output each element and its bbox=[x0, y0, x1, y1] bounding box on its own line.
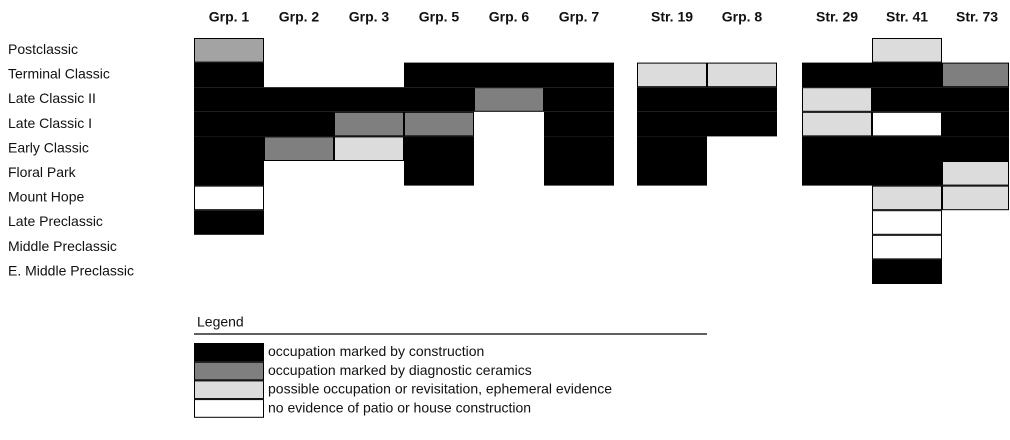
cell bbox=[544, 161, 614, 186]
column-header: Grp. 3 bbox=[349, 9, 390, 25]
legend-label: possible occupation or revisitation, eph… bbox=[268, 381, 612, 397]
row-label: Middle Preclassic bbox=[8, 238, 117, 254]
row-label: Mount Hope bbox=[8, 189, 84, 205]
legend-swatch bbox=[194, 361, 264, 381]
cell bbox=[404, 62, 474, 88]
cell bbox=[544, 87, 614, 112]
cell bbox=[637, 111, 707, 137]
cell bbox=[872, 210, 942, 235]
cell bbox=[872, 259, 942, 284]
cell bbox=[264, 87, 334, 112]
cell bbox=[194, 185, 264, 211]
cell bbox=[334, 136, 404, 161]
row-label: Late Classic I bbox=[8, 115, 92, 131]
cell bbox=[334, 87, 404, 112]
legend-swatch bbox=[194, 343, 264, 362]
row-label: Late Preclassic bbox=[8, 213, 103, 229]
cell bbox=[404, 161, 474, 186]
cell bbox=[194, 111, 264, 137]
cell bbox=[872, 185, 942, 211]
cell bbox=[404, 87, 474, 112]
cell bbox=[544, 62, 614, 88]
column-header: Str. 41 bbox=[886, 9, 928, 25]
cell bbox=[707, 87, 777, 112]
cell bbox=[872, 87, 942, 112]
cell bbox=[637, 87, 707, 112]
column-header: Grp. 2 bbox=[279, 9, 320, 25]
column-header: Grp. 1 bbox=[209, 9, 250, 25]
column-header: Str. 73 bbox=[956, 9, 998, 25]
row-label: Postclassic bbox=[8, 41, 78, 57]
cell bbox=[942, 161, 1009, 186]
legend-label: occupation marked by diagnostic ceramics bbox=[268, 362, 532, 378]
cell bbox=[194, 136, 264, 161]
cell bbox=[474, 62, 544, 88]
cell bbox=[404, 111, 474, 137]
cell bbox=[637, 161, 707, 186]
row-label: Floral Park bbox=[8, 164, 77, 180]
cell bbox=[637, 136, 707, 161]
cell bbox=[707, 111, 777, 137]
cell bbox=[872, 111, 942, 137]
cell bbox=[474, 87, 544, 112]
cell bbox=[194, 210, 264, 235]
legend-swatch bbox=[194, 380, 264, 400]
cell bbox=[942, 111, 1009, 137]
cell bbox=[194, 62, 264, 88]
legend-label: occupation marked by construction bbox=[268, 343, 484, 359]
cell bbox=[194, 161, 264, 186]
cell bbox=[264, 111, 334, 137]
cell bbox=[802, 136, 872, 161]
cell bbox=[544, 111, 614, 137]
cell bbox=[544, 136, 614, 161]
row-label: Terminal Classic bbox=[8, 66, 110, 82]
cell bbox=[942, 62, 1009, 88]
cell bbox=[802, 161, 872, 186]
legend-title: Legend bbox=[197, 314, 244, 330]
cell bbox=[802, 87, 872, 112]
column-header: Grp. 7 bbox=[559, 9, 600, 25]
cell bbox=[334, 111, 404, 137]
legend-swatch bbox=[194, 399, 264, 418]
cell bbox=[802, 62, 872, 88]
cell bbox=[404, 136, 474, 161]
cell bbox=[637, 62, 707, 88]
cell bbox=[802, 111, 872, 137]
row-label: Late Classic II bbox=[8, 90, 96, 106]
column-header: Grp. 6 bbox=[489, 9, 530, 25]
row-label: Early Classic bbox=[8, 139, 89, 155]
cell bbox=[194, 38, 264, 63]
row-label: E. Middle Preclassic bbox=[8, 262, 134, 278]
column-header: Str. 19 bbox=[651, 9, 693, 25]
cell bbox=[942, 185, 1009, 211]
cell bbox=[942, 87, 1009, 112]
cell bbox=[942, 136, 1009, 161]
cell bbox=[194, 87, 264, 112]
cell bbox=[872, 38, 942, 63]
column-header: Grp. 8 bbox=[722, 9, 763, 25]
cell bbox=[872, 136, 942, 161]
cell bbox=[707, 62, 777, 88]
column-header: Str. 29 bbox=[816, 9, 858, 25]
cell bbox=[872, 161, 942, 186]
cell bbox=[264, 136, 334, 161]
column-header: Grp. 5 bbox=[419, 9, 460, 25]
legend-label: no evidence of patio or house constructi… bbox=[268, 399, 531, 415]
cell bbox=[872, 62, 942, 88]
cell bbox=[872, 234, 942, 260]
